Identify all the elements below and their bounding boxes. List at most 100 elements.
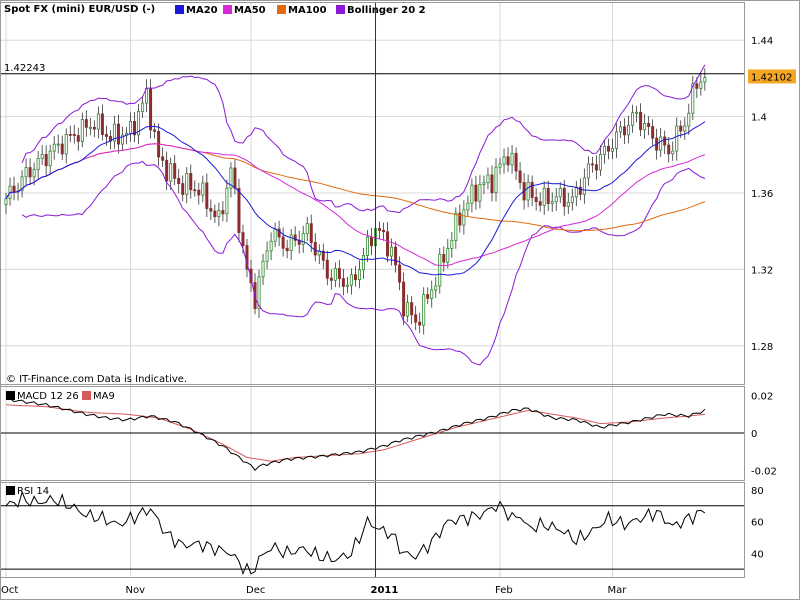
price-plot <box>4 64 707 366</box>
candle-body <box>434 285 438 291</box>
candle-body <box>526 181 530 201</box>
candle-body <box>337 268 341 280</box>
candle-body <box>627 124 631 136</box>
candle-body <box>486 174 490 184</box>
candle-body <box>28 167 32 178</box>
candle-body <box>643 122 647 131</box>
candle-body <box>265 250 269 262</box>
candle-body <box>281 236 285 249</box>
candle-body <box>273 228 277 242</box>
candle-body <box>321 250 325 261</box>
candle-body <box>631 112 635 126</box>
candle-body <box>104 134 108 137</box>
candle-body <box>570 196 574 203</box>
candle-body <box>44 154 48 167</box>
price-legend: Spot FX (mini) EUR/USD (-) MA20 MA50 MA1… <box>4 4 426 16</box>
candle-body <box>173 163 177 179</box>
candle-body <box>683 125 687 132</box>
candle-body <box>68 133 72 136</box>
candle-body <box>185 173 189 195</box>
rsi-tick-label: 80 <box>751 486 764 497</box>
candle-body <box>56 143 60 146</box>
candle-body <box>353 274 357 281</box>
candle-body <box>614 131 618 149</box>
candle-body <box>309 223 313 243</box>
candle-body <box>422 294 426 326</box>
candle-body <box>598 154 602 171</box>
rsi-line <box>5 490 706 576</box>
candle-body <box>333 268 337 281</box>
macd-tick-label: 0 <box>751 429 757 440</box>
candle-body <box>542 187 546 206</box>
price-tick-label: 1.28 <box>751 342 773 353</box>
candle-body <box>586 163 590 179</box>
candle-body <box>209 208 213 212</box>
candle-body <box>474 184 478 202</box>
candle-body <box>133 121 137 136</box>
legend-swatch-bollinger <box>336 5 345 14</box>
candle-body <box>345 284 349 287</box>
candle-body <box>566 202 570 207</box>
rsi-plot <box>0 490 745 576</box>
candle-body <box>438 253 442 287</box>
candle-body <box>470 184 474 204</box>
candle-body <box>410 302 414 316</box>
candle-body <box>305 223 309 234</box>
macd-tick-label: -0.02 <box>751 467 777 478</box>
x-axis: Oct Nov Dec 2011 Feb Mar <box>1 585 627 596</box>
candle-body <box>687 112 691 127</box>
candle-body <box>538 201 542 206</box>
candle-body <box>675 125 679 152</box>
x-tick-label: Mar <box>607 585 627 596</box>
candle-body <box>313 242 317 256</box>
ma9-line <box>5 404 705 462</box>
legend-swatch-ma100 <box>277 5 286 14</box>
candle-body <box>578 186 582 195</box>
candle-body <box>241 232 245 246</box>
x-tick-label: Oct <box>1 585 18 596</box>
data-credit: © IT-Finance.com Data is Indicative. <box>6 374 187 385</box>
candle-body <box>602 145 606 155</box>
candle-body <box>498 163 502 168</box>
candle-body <box>514 152 518 172</box>
candle-body <box>386 231 390 257</box>
macd-axis: 0.02 0 -0.02 <box>751 391 777 477</box>
candle-body <box>558 187 562 198</box>
legend-label-macd: MACD 12 26 <box>17 391 79 402</box>
price-panel: 1.42243 1.42102 1.44 1.4 1.36 1.32 1.28 … <box>0 4 796 385</box>
candle-body <box>494 166 498 194</box>
legend-swatch-ma9 <box>82 391 91 400</box>
candle-body <box>490 174 494 194</box>
legend-swatch-ma20 <box>175 5 184 14</box>
candle-body <box>141 102 145 112</box>
candle-body <box>402 281 406 317</box>
x-tick-label: Feb <box>495 585 513 596</box>
candle-body <box>458 212 462 226</box>
candle-body <box>426 294 430 299</box>
candle-body <box>398 264 402 283</box>
candle-body <box>623 126 627 136</box>
legend-label-ma100: MA100 <box>288 5 327 16</box>
candle-body <box>647 122 651 127</box>
candle-body <box>40 154 44 159</box>
candle-body <box>414 314 418 323</box>
candle-body <box>450 240 454 249</box>
grid-lines <box>0 2 745 577</box>
candle-body <box>201 182 205 196</box>
candle-body <box>679 125 683 132</box>
candle-body <box>594 164 598 171</box>
legend-label-bollinger: Bollinger 20 2 <box>347 5 426 16</box>
candle-body <box>153 129 157 132</box>
candle-body <box>217 210 221 218</box>
macd-plot <box>0 397 745 471</box>
candle-body <box>430 289 434 299</box>
last-price-label: 1.42102 <box>751 72 792 83</box>
candle-body <box>197 189 201 196</box>
candle-body <box>329 277 333 281</box>
candle-body <box>36 157 40 171</box>
candle-body <box>72 134 76 136</box>
price-axis: 1.44 1.4 1.36 1.32 1.28 <box>751 36 773 353</box>
candle-body <box>293 234 297 241</box>
candle-body <box>639 111 643 131</box>
